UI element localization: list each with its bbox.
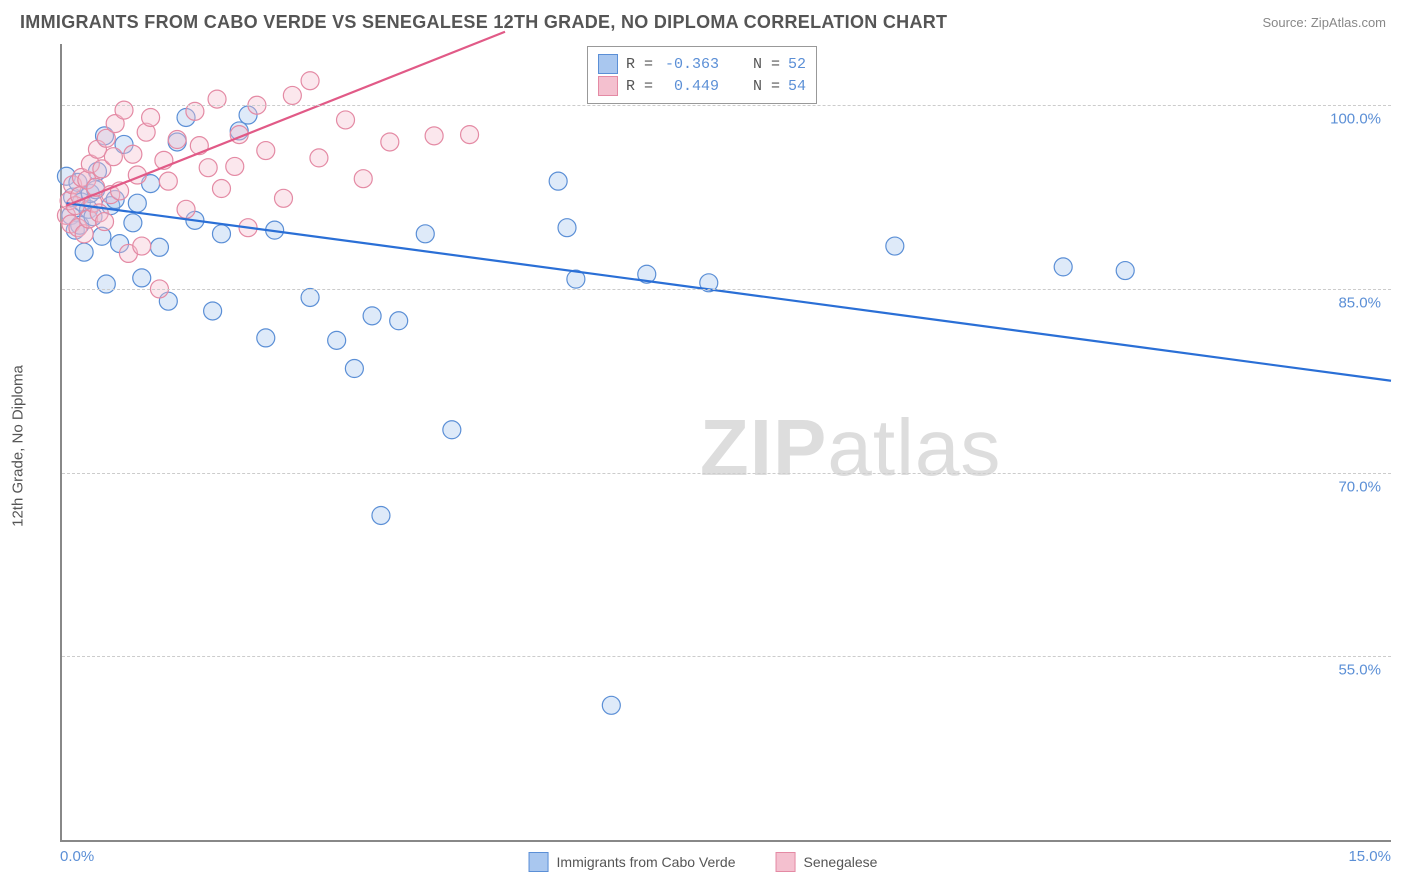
scatter-point bbox=[354, 170, 372, 188]
series-legend: Immigrants from Cabo Verde Senegalese bbox=[529, 852, 878, 872]
scatter-point bbox=[310, 149, 328, 167]
legend-swatch bbox=[776, 852, 796, 872]
series-swatch bbox=[598, 54, 618, 74]
trend-line bbox=[66, 32, 505, 206]
stats-legend-box: R = -0.363 N = 52 R = 0.449 N = 54 bbox=[587, 46, 817, 104]
scatter-point bbox=[128, 194, 146, 212]
scatter-point bbox=[115, 101, 133, 119]
gridline bbox=[62, 105, 1391, 106]
scatter-point bbox=[372, 506, 390, 524]
scatter-point bbox=[275, 189, 293, 207]
series-swatch bbox=[598, 76, 618, 96]
scatter-point bbox=[133, 269, 151, 287]
scatter-point bbox=[199, 159, 217, 177]
stat-n-label: N = bbox=[753, 56, 780, 73]
legend-swatch bbox=[529, 852, 549, 872]
stat-n-value: 52 bbox=[788, 56, 806, 73]
stat-r-value: -0.363 bbox=[661, 56, 719, 73]
scatter-point bbox=[212, 225, 230, 243]
y-tick-label: 100.0% bbox=[1330, 111, 1381, 128]
y-axis-title: 12th Grade, No Diploma bbox=[10, 365, 27, 527]
scatter-point bbox=[328, 331, 346, 349]
scatter-point bbox=[212, 180, 230, 198]
scatter-point bbox=[416, 225, 434, 243]
scatter-point bbox=[133, 237, 151, 255]
stat-n-label: N = bbox=[753, 78, 780, 95]
scatter-point bbox=[549, 172, 567, 190]
scatter-point bbox=[345, 360, 363, 378]
scatter-point bbox=[142, 108, 160, 126]
stat-r-label: R = bbox=[626, 56, 653, 73]
stats-row: R = 0.449 N = 54 bbox=[598, 75, 806, 97]
scatter-point bbox=[226, 157, 244, 175]
legend-label: Immigrants from Cabo Verde bbox=[557, 854, 736, 870]
scatter-point bbox=[204, 302, 222, 320]
legend-item: Senegalese bbox=[776, 852, 878, 872]
chart-title: IMMIGRANTS FROM CABO VERDE VS SENEGALESE… bbox=[20, 12, 947, 33]
gridline bbox=[62, 473, 1391, 474]
stats-row: R = -0.363 N = 52 bbox=[598, 53, 806, 75]
scatter-point bbox=[124, 145, 142, 163]
scatter-point bbox=[461, 126, 479, 144]
stat-n-value: 54 bbox=[788, 78, 806, 95]
scatter-point bbox=[301, 72, 319, 90]
scatter-svg bbox=[62, 44, 1391, 840]
scatter-point bbox=[257, 142, 275, 160]
scatter-point bbox=[390, 312, 408, 330]
scatter-point bbox=[159, 172, 177, 190]
scatter-point bbox=[1116, 262, 1134, 280]
scatter-point bbox=[886, 237, 904, 255]
scatter-point bbox=[1054, 258, 1072, 276]
scatter-point bbox=[381, 133, 399, 151]
scatter-point bbox=[150, 238, 168, 256]
scatter-point bbox=[602, 696, 620, 714]
scatter-point bbox=[168, 131, 186, 149]
legend-item: Immigrants from Cabo Verde bbox=[529, 852, 736, 872]
scatter-point bbox=[75, 243, 93, 261]
y-tick-label: 55.0% bbox=[1338, 662, 1381, 679]
x-tick-label: 0.0% bbox=[60, 848, 94, 865]
scatter-point bbox=[96, 213, 114, 231]
scatter-point bbox=[558, 219, 576, 237]
plot-area: ZIPatlas R =-0.363 N =52R =0.449 N =54 5… bbox=[60, 44, 1391, 842]
scatter-point bbox=[104, 148, 122, 166]
scatter-point bbox=[425, 127, 443, 145]
scatter-point bbox=[257, 329, 275, 347]
scatter-point bbox=[177, 200, 195, 218]
y-tick-label: 85.0% bbox=[1338, 294, 1381, 311]
trend-line bbox=[66, 203, 1391, 381]
scatter-point bbox=[363, 307, 381, 325]
source-label: Source: ZipAtlas.com bbox=[1262, 15, 1386, 30]
x-tick-label: 15.0% bbox=[1348, 848, 1391, 865]
scatter-point bbox=[124, 214, 142, 232]
scatter-point bbox=[97, 275, 115, 293]
y-tick-label: 70.0% bbox=[1338, 478, 1381, 495]
gridline bbox=[62, 656, 1391, 657]
stat-r-label: R = bbox=[626, 78, 653, 95]
stat-r-value: 0.449 bbox=[661, 78, 719, 95]
gridline bbox=[62, 289, 1391, 290]
legend-label: Senegalese bbox=[804, 854, 878, 870]
scatter-point bbox=[283, 86, 301, 104]
scatter-point bbox=[337, 111, 355, 129]
scatter-point bbox=[443, 421, 461, 439]
scatter-point bbox=[301, 288, 319, 306]
